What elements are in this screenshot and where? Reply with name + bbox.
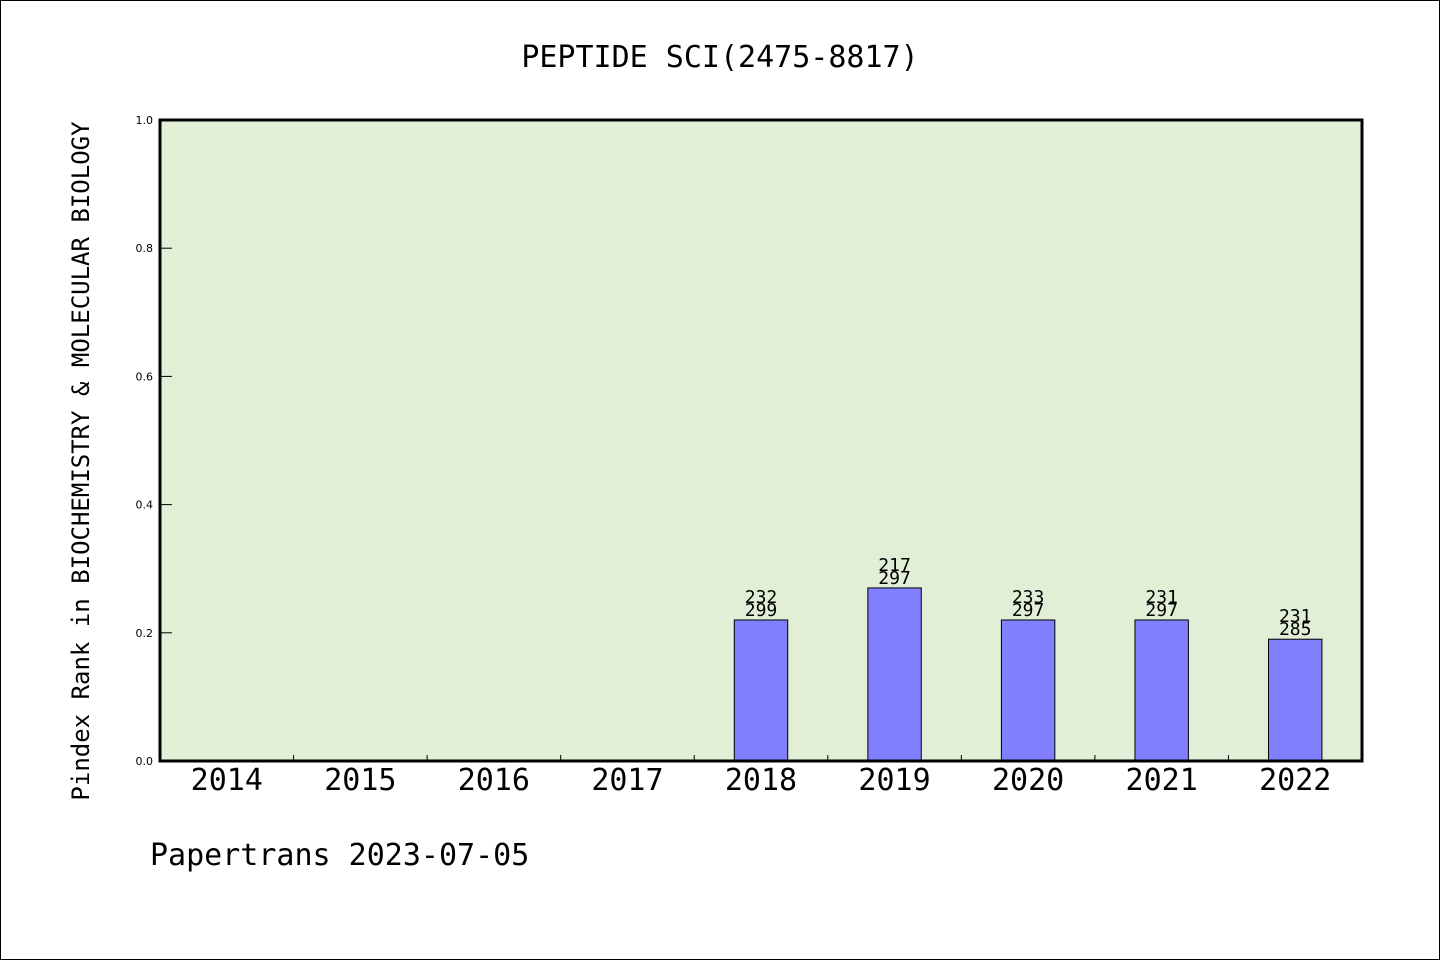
bar: [867, 587, 922, 762]
y-tick-label: 0.0: [136, 755, 154, 768]
bar-rank-label: 231: [1145, 587, 1178, 608]
bar-total-label: 285: [1279, 619, 1312, 640]
bar: [1134, 619, 1189, 762]
x-tick-label: 2014: [191, 763, 263, 798]
x-tick-label: 2015: [324, 763, 396, 798]
y-tick-label: 0.2: [136, 627, 154, 640]
y-tick-label: 0.6: [136, 370, 154, 383]
x-tick-label: 2018: [725, 763, 797, 798]
x-tick-label: 2016: [458, 763, 530, 798]
footer-text: Papertrans 2023-07-05: [150, 838, 529, 873]
bar-rank-label: 231: [1279, 606, 1312, 627]
chart-title: PEPTIDE SCI(2475-8817): [521, 40, 918, 75]
x-tick-label: 2019: [858, 763, 930, 798]
x-axis-ticks: 2014 2015 2016 2017 2018 2019 2020 2021 2022: [191, 755, 1331, 798]
y-tick-label: 0.8: [136, 242, 154, 255]
bar-total-label: 299: [745, 600, 778, 621]
x-tick-label: 2020: [992, 763, 1064, 798]
bar-rank-label: 233: [1012, 587, 1045, 608]
bar-rank-label: 217: [878, 555, 911, 576]
bar-total-label: 297: [878, 568, 911, 589]
bar-total-label: 297: [1012, 600, 1045, 621]
y-axis-ticks: 0.0 0.2 0.4 0.6 0.8 1.0: [136, 114, 172, 768]
bar: [1268, 638, 1323, 762]
x-tick-label: 2021: [1126, 763, 1198, 798]
bar: [1000, 619, 1056, 762]
bar-total-label: 297: [1145, 600, 1178, 621]
y-tick-label: 1.0: [136, 114, 154, 127]
bars-group: [733, 587, 1323, 762]
x-tick-label: 2017: [591, 763, 663, 798]
y-axis-label: Pindex Rank in BIOCHEMISTRY & MOLECULAR …: [67, 121, 95, 801]
plot-border: [158, 118, 1364, 763]
bar-rank-label: 232: [745, 587, 778, 608]
bar: [733, 619, 789, 762]
x-tick-label: 2022: [1259, 763, 1331, 798]
y-tick-label: 0.4: [136, 499, 154, 512]
